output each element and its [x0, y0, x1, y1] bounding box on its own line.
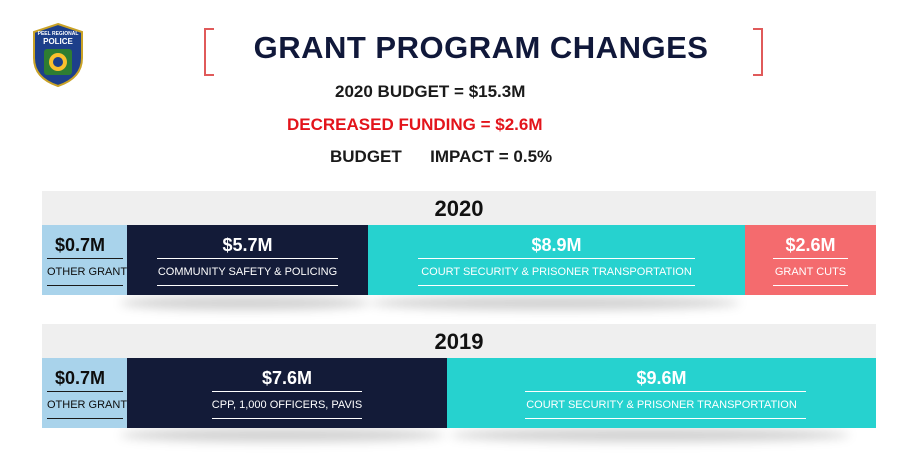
divider	[418, 258, 695, 259]
divider	[47, 391, 123, 392]
logo-line1: PEEL REGIONAL	[38, 31, 79, 37]
segment-grant-cuts-2020: $2.6M GRANT CUTS	[745, 225, 876, 295]
divider	[47, 285, 123, 286]
year-band-2019: 2019	[42, 324, 876, 358]
segment-amount: $9.6M	[636, 368, 687, 388]
segment-court-security-2019: $9.6M COURT SECURITY & PRISONER TRANSPOR…	[447, 358, 876, 428]
divider	[157, 258, 338, 259]
year-label-2019: 2019	[434, 329, 484, 354]
segment-label: COURT SECURITY & PRISONER TRANSPORTATION	[526, 399, 797, 411]
segment-amount: $0.7M	[55, 235, 106, 255]
title-bracket-right	[753, 28, 763, 76]
segment-label: COMMUNITY SAFETY & POLICING	[157, 266, 338, 278]
bar-shadow	[120, 428, 445, 442]
segment-community-safety-2020: $5.7M COMMUNITY SAFETY & POLICING	[127, 225, 368, 295]
segment-amount: $5.7M	[222, 235, 273, 255]
bar-shadow	[370, 296, 740, 310]
segment-label: GRANT CUTS	[774, 266, 847, 278]
segment-label: COURT SECURITY & PRISONER TRANSPORTATION	[421, 266, 692, 278]
segment-other-grants-2020: $0.7M OTHER GRANTS	[42, 225, 135, 295]
segment-amount: $0.7M	[55, 368, 106, 388]
divider	[418, 285, 695, 286]
bar-shadow	[120, 296, 370, 310]
police-logo: PEEL REGIONAL POLICE	[30, 22, 86, 88]
divider	[525, 391, 806, 392]
bar-shadow	[450, 428, 850, 442]
year-label-2020: 2020	[434, 196, 484, 221]
divider	[525, 418, 806, 419]
divider	[47, 258, 123, 259]
year-band-2020: 2020	[42, 191, 876, 225]
divider	[212, 418, 362, 419]
budget-line: 2020 BUDGET = $15.3M	[335, 82, 526, 101]
segment-label: CPP, 1,000 OFFICERS, PAVIS	[211, 399, 363, 411]
logo-line2: POLICE	[43, 37, 73, 46]
divider	[773, 258, 848, 259]
segment-court-security-2020: $8.9M COURT SECURITY & PRISONER TRANSPOR…	[368, 225, 745, 295]
segment-other-grants-2019: $0.7M OTHER GRANTS	[42, 358, 135, 428]
segment-amount: $2.6M	[785, 235, 836, 255]
page-title: GRANT PROGRAM CHANGES	[253, 30, 709, 65]
segment-amount: $7.6M	[261, 368, 313, 388]
decreased-funding-line: DECREASED FUNDING = $2.6M	[287, 115, 543, 134]
segment-label: OTHER GRANTS	[47, 399, 135, 411]
budget-impact-line: BUDGET IMPACT = 0.5%	[330, 147, 553, 166]
title-bracket-left	[204, 28, 214, 76]
segment-label: OTHER GRANTS	[47, 266, 135, 278]
divider	[773, 285, 848, 286]
divider	[47, 418, 123, 419]
segment-amount: $8.9M	[531, 235, 582, 255]
divider	[157, 285, 338, 286]
segment-cpp-officers-pavis-2019: $7.6M CPP, 1,000 OFFICERS, PAVIS	[127, 358, 447, 428]
divider	[212, 391, 362, 392]
